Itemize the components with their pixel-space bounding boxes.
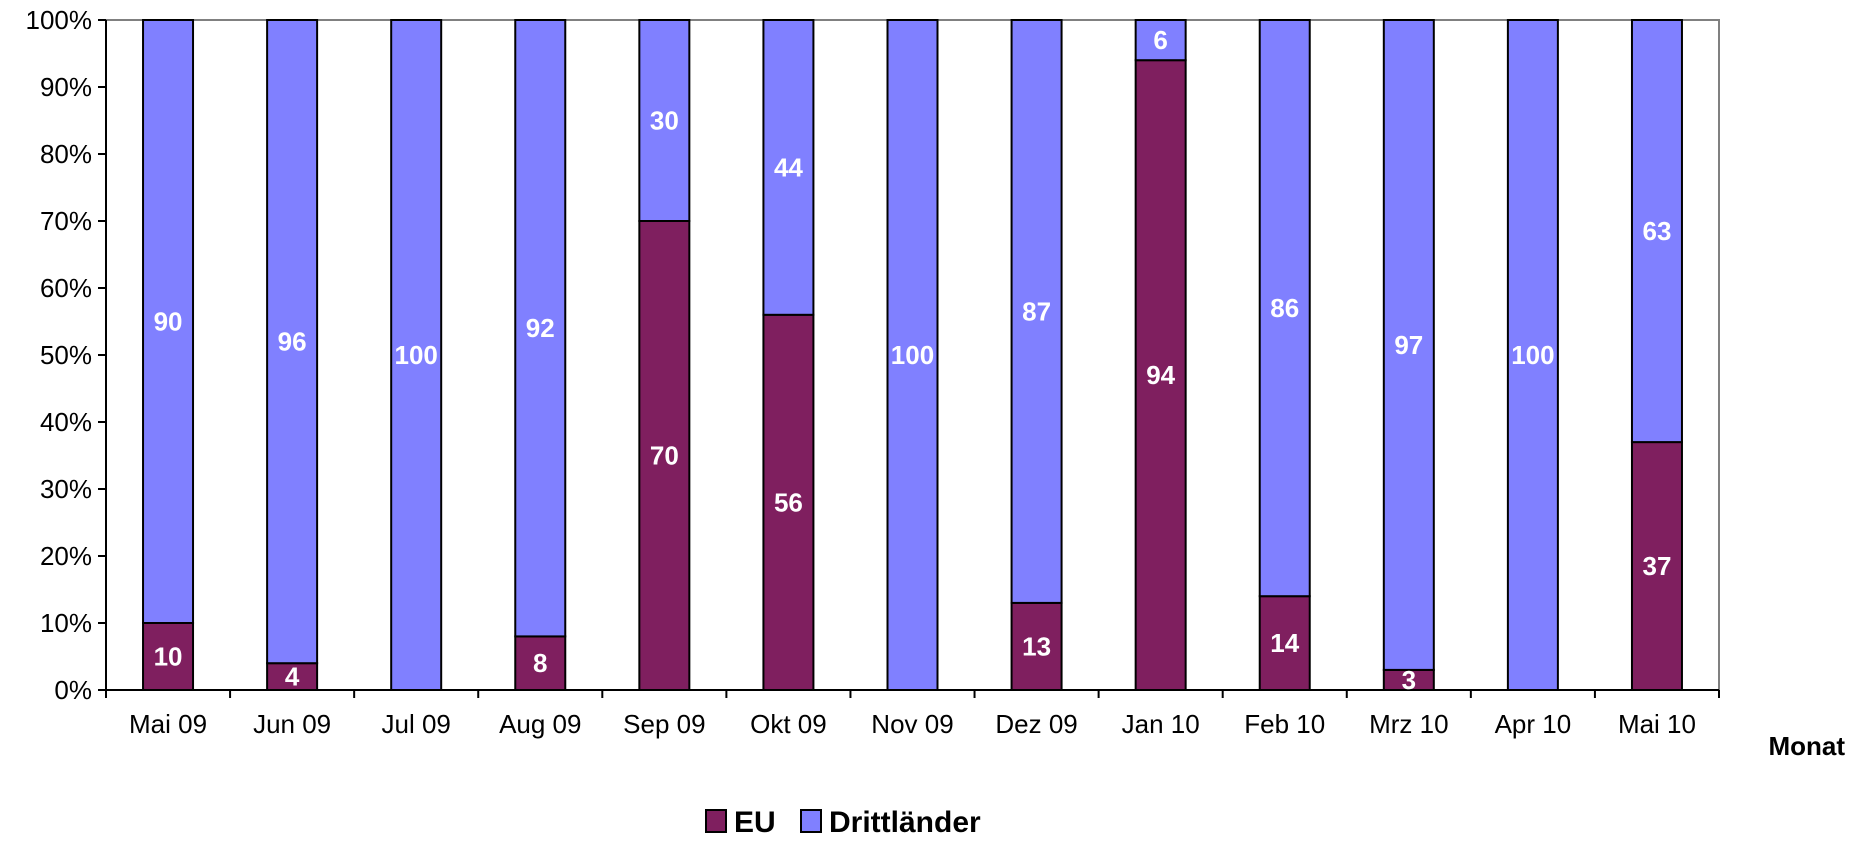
bar-segment — [1382, 19, 1435, 671]
x-axis: Mai 09 Jun 09 Jul 09 Aug 09 Sep 09 Okt 09 Nov … — [105, 689, 1720, 739]
data-label: 4 — [285, 662, 300, 692]
bar-segment — [1506, 19, 1559, 691]
data-label: 100 — [891, 340, 934, 370]
x-tick-label: Apr 10 — [1495, 709, 1572, 739]
bar-segment — [1630, 441, 1683, 691]
y-tick-label: 10% — [40, 608, 92, 638]
bar-segment — [1134, 19, 1187, 62]
legend-swatch — [705, 809, 727, 833]
x-tick-label: Jul 09 — [381, 709, 450, 739]
bar-segment — [886, 19, 939, 691]
data-label: 3 — [1402, 665, 1416, 695]
data-label: 6 — [1153, 25, 1167, 55]
x-tick-label: Aug 09 — [499, 709, 581, 739]
data-label: 30 — [650, 106, 679, 136]
x-tick-label: Mai 10 — [1618, 709, 1696, 739]
data-label: 63 — [1643, 216, 1672, 246]
bar-segment — [638, 19, 691, 222]
data-label: 100 — [394, 340, 437, 370]
y-tick-label: 40% — [40, 407, 92, 437]
data-label: 10 — [154, 642, 183, 672]
data-label: 8 — [533, 648, 547, 678]
bar-segment — [142, 19, 195, 624]
bar-segment — [514, 635, 567, 692]
legend: EU Drittländer — [705, 806, 981, 839]
y-axis: 0% 10% 20% 30% 40% 50% 60% 70% 80% 90% 100% — [26, 5, 107, 705]
data-label: 94 — [1146, 360, 1175, 390]
x-tick-label: Nov 09 — [871, 709, 953, 739]
x-tick-label: Jun 09 — [253, 709, 331, 739]
data-label: 90 — [154, 307, 183, 337]
x-axis-title: Monat — [1768, 731, 1845, 761]
data-labels: 10 90 4 96 100 8 92 70 30 56 44 100 13 87 94 6 14 86 3 97 10… — [154, 25, 1672, 695]
x-tick-label: Dez 09 — [995, 709, 1077, 739]
bar-segment — [1258, 19, 1311, 598]
bars — [142, 19, 1683, 692]
bar-segment — [514, 19, 567, 638]
x-tick-label: Sep 09 — [623, 709, 705, 739]
data-label: 70 — [650, 441, 679, 471]
legend-swatch — [800, 809, 822, 833]
data-label: 87 — [1022, 296, 1051, 326]
y-tick-label: 30% — [40, 474, 92, 504]
bar-segment — [762, 313, 815, 691]
x-tick-label: Okt 09 — [750, 709, 827, 739]
x-tick-label: Mai 09 — [129, 709, 207, 739]
bar-segment — [762, 19, 815, 316]
legend-label: Drittländer — [829, 806, 981, 839]
bar-segment — [1630, 19, 1683, 444]
y-tick-label: 100% — [26, 5, 93, 35]
bar-segment — [1134, 59, 1187, 691]
y-tick-label: 80% — [40, 139, 92, 169]
bar-segment — [1010, 19, 1063, 604]
y-tick-label: 70% — [40, 206, 92, 236]
data-label: 13 — [1022, 631, 1051, 661]
y-tick-label: 0% — [54, 675, 92, 705]
bar-segment — [638, 220, 691, 691]
data-label: 86 — [1270, 293, 1299, 323]
bar-segment — [142, 622, 195, 691]
x-tick-label: Feb 10 — [1244, 709, 1325, 739]
bar-segment — [390, 19, 443, 691]
x-tick-label: Jan 10 — [1122, 709, 1200, 739]
y-tick-label: 60% — [40, 273, 92, 303]
y-tick-label: 20% — [40, 541, 92, 571]
bar-segment — [1010, 601, 1063, 692]
data-label: 37 — [1643, 551, 1672, 581]
bar-segment — [266, 662, 319, 692]
data-label: 96 — [278, 327, 307, 357]
data-label: 44 — [774, 152, 803, 182]
x-tick-label: Mrz 10 — [1369, 709, 1448, 739]
data-label: 92 — [526, 313, 555, 343]
data-label: 56 — [774, 487, 803, 517]
y-tick-label: 50% — [40, 340, 92, 370]
y-tick-label: 90% — [40, 72, 92, 102]
data-label: 14 — [1270, 628, 1299, 658]
legend-label: EU — [734, 806, 776, 839]
data-label: 97 — [1394, 330, 1423, 360]
data-label: 100 — [1511, 340, 1554, 370]
bar-segment — [266, 19, 319, 665]
